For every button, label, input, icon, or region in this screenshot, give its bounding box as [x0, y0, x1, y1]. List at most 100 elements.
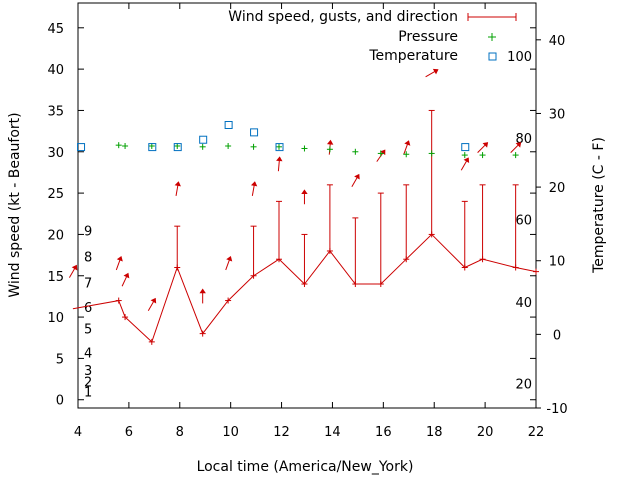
temperature-point — [148, 143, 157, 152]
fahrenheit-label: 100 — [507, 50, 532, 65]
left-tick-label: 35 — [47, 104, 64, 119]
legend-temperature-label: Temperature — [368, 48, 458, 64]
wind-point — [533, 268, 539, 275]
pressure-point — [403, 151, 410, 158]
x-tick-label: 8 — [176, 425, 184, 440]
pressure-point — [428, 150, 435, 157]
wind-point — [122, 314, 129, 321]
temperature-point — [77, 143, 86, 152]
wind-direction-arrow — [147, 297, 157, 311]
beaufort-label: 8 — [84, 251, 92, 266]
wind-direction-arrow — [276, 156, 283, 172]
x-tick-label: 10 — [222, 425, 239, 440]
wind-point — [174, 264, 181, 271]
left-tick-label: 0 — [56, 394, 64, 409]
x-tick-label: 18 — [426, 425, 443, 440]
wind-direction-arrows — [68, 68, 522, 311]
arrow-head — [199, 288, 206, 294]
wind-direction-arrow — [301, 189, 308, 205]
left-axis-label: Wind speed (kt - Beaufort) — [7, 112, 23, 297]
wind-direction-arrow — [351, 173, 360, 188]
beaufort-scale-labels: 123 4 5 6 7 8 9 — [84, 224, 92, 400]
wind-point — [326, 247, 333, 254]
right-tick-label: -10 — [546, 402, 567, 417]
wind-direction-arrow — [477, 142, 489, 153]
right-axis-label: Temperature (C - F) — [591, 137, 607, 274]
pressure-point — [276, 143, 283, 150]
wind-point — [276, 256, 283, 263]
x-tick-label: 4 — [74, 425, 82, 440]
arrow-head — [432, 68, 439, 75]
left-tick-label: 30 — [47, 146, 64, 161]
beaufort-label: 4 — [84, 347, 92, 362]
wind-direction-arrow — [115, 255, 123, 271]
wind-point — [199, 330, 206, 337]
pressure-point — [479, 152, 486, 159]
arrow-head — [379, 149, 386, 156]
left-tick-label: 5 — [56, 352, 64, 367]
arrow-head — [482, 142, 489, 148]
wind-point — [461, 264, 468, 271]
wind-direction-arrow — [250, 181, 258, 196]
fahrenheit-label: 40 — [515, 296, 532, 311]
pressure-point — [225, 142, 232, 149]
arrow-head — [250, 181, 258, 187]
temperature-point — [250, 128, 259, 137]
beaufort-label: 9 — [84, 224, 92, 239]
legend-temperature-swatch — [488, 52, 497, 61]
gust-bars — [174, 109, 519, 285]
wind-direction-arrow — [68, 264, 78, 278]
wind-point — [377, 281, 384, 288]
arrow-head — [150, 297, 157, 304]
wind-direction-arrow — [225, 255, 233, 271]
left-tick-label: 25 — [47, 187, 64, 202]
legend-pressure-swatch — [488, 33, 496, 41]
arrow-head — [326, 139, 334, 145]
wind-direction-arrow — [460, 157, 470, 171]
plot-frame — [77, 2, 537, 409]
x-axis-ticks: 4 6 8 10 12 14 16 18 20 22 — [74, 3, 544, 440]
beaufort-label: 3 — [84, 364, 92, 379]
x-tick-label: 14 — [324, 425, 341, 440]
wind-speed-points — [115, 231, 539, 345]
wind-point — [479, 256, 486, 263]
arrow-head — [354, 173, 360, 180]
fahrenheit-label: 60 — [515, 213, 532, 228]
beaufort-label: 1 — [84, 385, 92, 400]
wind-direction-arrow — [425, 68, 439, 78]
arrow-head — [123, 272, 130, 279]
arrow-head — [226, 255, 233, 262]
left-tick-label: 45 — [47, 22, 64, 37]
wind-point — [115, 297, 122, 304]
legend-pressure-label: Pressure — [398, 29, 458, 45]
arrow-head — [174, 181, 181, 187]
beaufort-label: 6 — [84, 301, 92, 316]
left-tick-label: 10 — [47, 311, 64, 326]
wind-direction-arrow — [403, 140, 411, 155]
pressure-point — [250, 143, 257, 150]
temperature-point — [275, 143, 284, 152]
pressure-point — [461, 152, 468, 159]
right-tick-label: 20 — [549, 181, 566, 196]
x-tick-label: 6 — [125, 425, 133, 440]
pressure-point — [115, 142, 122, 149]
right-tick-label: 0 — [553, 328, 561, 343]
wind-direction-arrow — [199, 288, 206, 304]
pressure-point — [326, 146, 333, 153]
temperature-point — [199, 135, 208, 144]
beaufort-label: 7 — [84, 276, 92, 291]
pressure-point — [199, 143, 206, 150]
arrow-head — [463, 157, 470, 164]
arrow-head — [515, 142, 522, 148]
pressure-point — [122, 142, 129, 149]
wind-point — [352, 281, 359, 288]
x-axis-label: Local time (America/New_York) — [197, 459, 414, 475]
temperature-point — [224, 121, 233, 129]
arrow-head — [404, 140, 411, 146]
arrow-head — [301, 189, 308, 195]
wind-point — [225, 297, 232, 304]
arrow-head — [116, 255, 123, 262]
